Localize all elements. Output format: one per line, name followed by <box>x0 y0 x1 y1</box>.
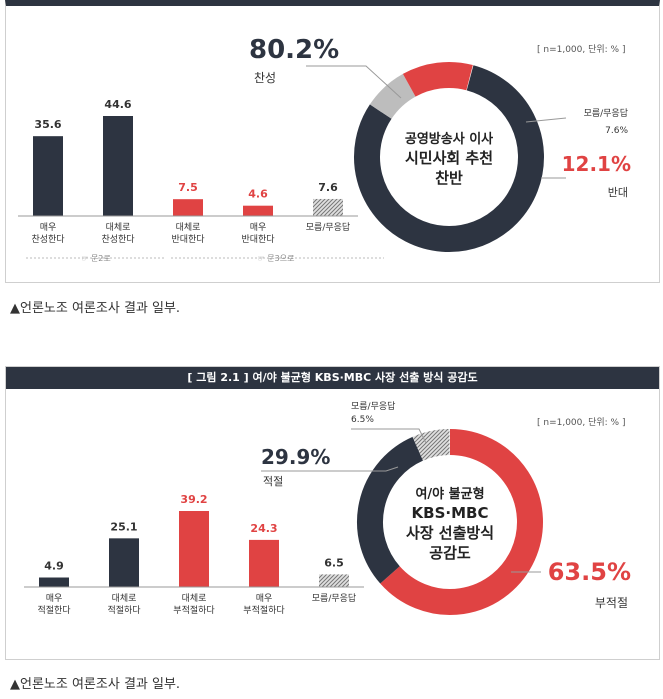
bar-category-label: 모름/무응답 <box>306 221 350 233</box>
bar-category-label: 모름/무응답 <box>312 592 356 604</box>
bar-category-label: 부적절하다 <box>173 604 215 616</box>
leader-line <box>261 466 399 472</box>
donut-center-title: 여/야 불균형 <box>415 486 484 502</box>
bar-value-label: 44.6 <box>104 98 131 111</box>
bar-value-label: 4.9 <box>44 560 64 573</box>
bar-category-label: 매우 <box>46 593 63 604</box>
sample-note: [ n=1,000, 단위: % ] <box>537 45 626 55</box>
bar <box>173 199 203 216</box>
donut-segment <box>380 429 543 615</box>
bar <box>103 116 133 216</box>
donut-segment <box>412 429 451 461</box>
caption-2: ▲언론노조 여론조사 결과 일부. <box>10 677 181 692</box>
donut-percent-label: 29.9% <box>261 445 330 469</box>
donut-segment-name: 적절 <box>263 475 283 488</box>
figure-header: [ 그림 2.1 ] 여/야 불균형 KBS·MBC 사장 선출 방식 공감도 <box>6 367 659 389</box>
donut-center-title: KBS·MBC <box>412 504 489 522</box>
donut-segment <box>402 62 473 97</box>
group-label: ☞ 문3으로 <box>258 254 295 263</box>
leader-line <box>525 117 567 123</box>
donut-percent-label: 6.5% <box>351 415 374 425</box>
bar <box>243 205 273 216</box>
bar-category-label: 반대한다 <box>171 234 205 245</box>
donut-percent-label: 63.5% <box>548 558 631 586</box>
bar <box>179 511 209 587</box>
bar-category-label: 찬성한다 <box>101 234 135 245</box>
bar <box>313 198 343 216</box>
bar-value-label: 39.2 <box>180 493 207 506</box>
bar-category-label: 적절하다 <box>107 604 141 616</box>
bar-category-label: 찬성한다 <box>31 234 65 245</box>
donut-segment-name: 모름/무응답 <box>584 107 628 119</box>
group-label: ☞ 문2로 <box>81 254 111 263</box>
bar-category-label: 부적절하다 <box>243 604 285 616</box>
donut-segment-name: 반대 <box>608 186 628 199</box>
bar-value-label: 6.5 <box>324 556 344 569</box>
bar-value-label: 24.3 <box>250 522 277 535</box>
donut-percent-label: 80.2% <box>249 35 339 65</box>
bar <box>109 538 139 587</box>
bar-category-label: 반대한다 <box>241 234 275 245</box>
bar-category-label: 대체로 <box>112 593 137 604</box>
chart-panel-2: [ 그림 2.1 ] 여/야 불균형 KBS·MBC 사장 선출 방식 공감도 … <box>5 366 660 660</box>
leader-line <box>351 428 427 444</box>
bar-value-label: 25.1 <box>110 520 137 533</box>
bar-value-label: 35.6 <box>34 118 61 131</box>
chart-svg-2: 4.9매우적절한다25.1대체로적절하다39.2대체로부적절하다24.3매우부적… <box>24 400 631 616</box>
leader-line <box>306 65 402 99</box>
donut-segment-name: 모름/무응답 <box>351 400 395 412</box>
bar <box>33 136 63 216</box>
caption-1: ▲언론노조 여론조사 결과 일부. <box>10 301 181 316</box>
chart-svg-1: 35.6매우찬성한다44.6대체로찬성한다7.5대체로반대한다4.6매우반대한다… <box>18 35 631 263</box>
donut-center-title: 찬반 <box>435 169 463 187</box>
donut-segment <box>354 65 544 252</box>
bar-value-label: 7.5 <box>178 181 198 194</box>
donut-percent-label: 12.1% <box>562 152 631 176</box>
donut-center-title: 공영방송사 이사 <box>405 131 493 147</box>
donut-segment <box>357 436 424 584</box>
bar-category-label: 매우 <box>250 222 267 233</box>
donut-segment <box>369 73 416 120</box>
donut-segment-name: 찬성 <box>254 70 276 85</box>
donut-percent-label: 7.6% <box>605 126 628 136</box>
sample-note: [ n=1,000, 단위: % ] <box>537 418 626 428</box>
donut-center-title: 공감도 <box>429 544 471 562</box>
bar-value-label: 4.6 <box>248 188 268 201</box>
bar <box>319 574 349 587</box>
bar-category-label: 매우 <box>40 222 57 233</box>
donut-segment-name: 부적절 <box>595 596 628 610</box>
bar <box>249 539 279 587</box>
bar-category-label: 적절한다 <box>37 604 71 616</box>
donut-center-title: 사장 선출방식 <box>406 524 494 542</box>
bar-category-label: 대체로 <box>106 222 131 233</box>
bar-category-label: 매우 <box>256 593 273 604</box>
bar-category-label: 대체로 <box>176 222 201 233</box>
donut-center-title: 시민사회 추천 <box>405 149 493 167</box>
bar <box>39 577 69 587</box>
chart-panel-1: [ n=1,000, 단위: % ] 35.6 매우 찬성한다 44.6 대체로 찬성한다… <box>5 0 660 283</box>
bar-category-label: 대체로 <box>182 593 207 604</box>
bar-value-label: 7.6 <box>318 181 338 194</box>
